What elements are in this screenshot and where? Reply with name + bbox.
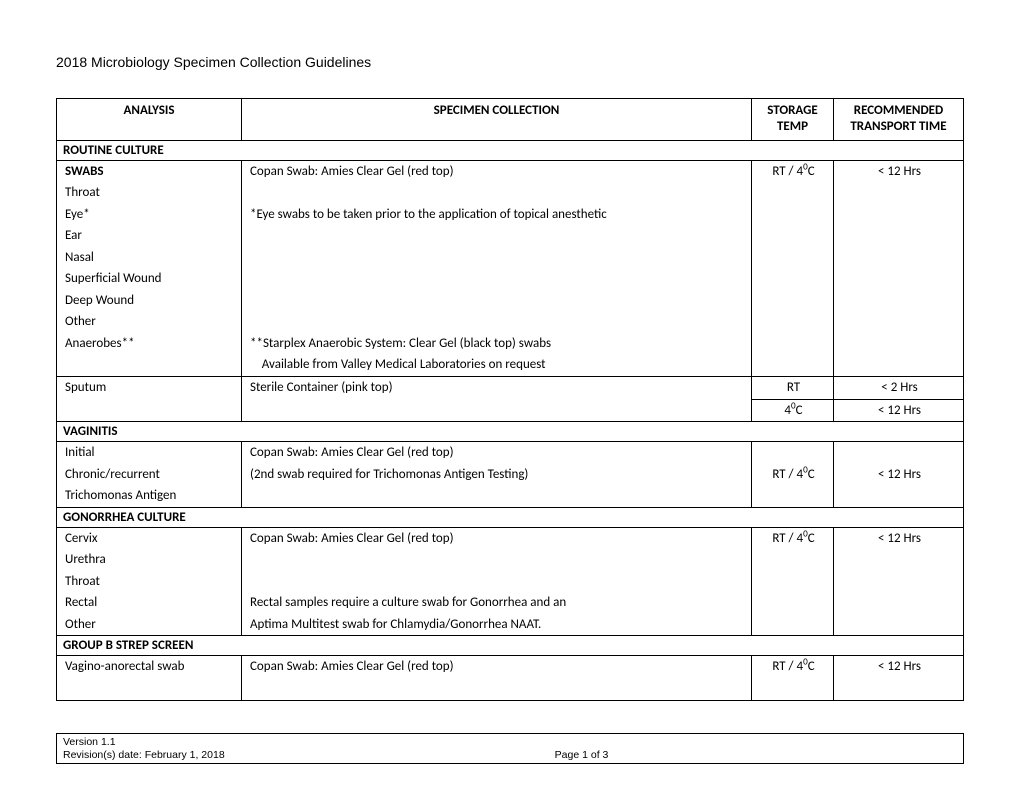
groupb-storage: RT / 40C xyxy=(752,656,833,678)
sputum-specimen: Sterile Container (pink top) xyxy=(242,377,751,399)
vaginitis-item: Initial xyxy=(57,442,241,464)
gonorrhea-time: < 12 Hrs xyxy=(834,528,963,550)
gonorrhea-item: Cervix xyxy=(57,528,241,550)
swab-item: Deep Wound xyxy=(57,290,241,312)
swab-item: Throat xyxy=(57,182,241,204)
sputum-label: Sputum xyxy=(57,377,241,399)
swab-item: Anaerobes** xyxy=(57,333,241,355)
swabs-note-eye: *Eye swabs to be taken prior to the appl… xyxy=(242,204,751,226)
vaginitis-storage: RT / 40C xyxy=(752,464,833,486)
sputum-time-4c: < 12 Hrs xyxy=(834,400,963,422)
swabs-specimen-main: Copan Swab: Amies Clear Gel (red top) xyxy=(242,161,751,183)
vaginitis-item: Trichomonas Antigen xyxy=(57,485,241,507)
footer-version: Version 1.1 xyxy=(63,736,957,748)
swabs-storage: RT / 40C xyxy=(752,161,833,183)
gonorrhea-item: Urethra xyxy=(57,549,241,571)
header-time: RECOMMENDED TRANSPORT TIME xyxy=(834,99,964,141)
sputum-storage-rt: RT xyxy=(752,377,833,399)
section-gonorrhea: GONORRHEA CULTURE xyxy=(57,507,964,527)
vaginitis-specimen-note: (2nd swab required for Trichomonas Antig… xyxy=(242,464,751,486)
footer-page-number: Page 1 of 3 xyxy=(555,749,609,761)
swab-item: Nasal xyxy=(57,247,241,269)
guidelines-table: ANALYSIS SPECIMEN COLLECTION STORAGE TEM… xyxy=(56,98,964,701)
header-analysis: ANALYSIS xyxy=(57,99,242,141)
swab-item: Other xyxy=(57,311,241,333)
sputum-storage-4c: 40C xyxy=(752,400,833,422)
document-title: 2018 Microbiology Specimen Collection Gu… xyxy=(56,54,964,70)
gonorrhea-item: Other xyxy=(57,614,241,636)
swabs-time: < 12 Hrs xyxy=(834,161,963,183)
swabs-note-availability: Available from Valley Medical Laboratori… xyxy=(242,354,751,376)
section-vaginitis: VAGINITIS xyxy=(57,422,964,442)
gonorrhea-specimen-main: Copan Swab: Amies Clear Gel (red top) xyxy=(242,528,751,550)
swabs-note-anaerobes: **Starplex Anaerobic System: Clear Gel (… xyxy=(242,333,751,355)
gonorrhea-item: Rectal xyxy=(57,592,241,614)
header-storage: STORAGE TEMP xyxy=(752,99,834,141)
gonorrhea-specimen-note2: Aptima Multitest swab for Chlamydia/Gono… xyxy=(242,614,751,636)
swab-item: Superficial Wound xyxy=(57,268,241,290)
swab-item: Ear xyxy=(57,225,241,247)
swab-item: Eye* xyxy=(57,204,241,226)
gonorrhea-storage: RT / 40C xyxy=(752,528,833,550)
groupb-specimen: Copan Swab: Amies Clear Gel (red top) xyxy=(242,656,751,678)
groupb-item: Vagino-anorectal swab xyxy=(57,656,241,678)
section-group-b-strep: GROUP B STREP SCREEN xyxy=(57,636,964,656)
vaginitis-item: Chronic/recurrent xyxy=(57,464,241,486)
vaginitis-specimen-main: Copan Swab: Amies Clear Gel (red top) xyxy=(242,442,751,464)
gonorrhea-specimen-note1: Rectal samples require a culture swab fo… xyxy=(242,592,751,614)
sputum-time-rt: < 2 Hrs xyxy=(834,377,963,399)
swabs-label: SWABS xyxy=(57,161,241,183)
groupb-time: < 12 Hrs xyxy=(834,656,963,678)
footer-revision-date: Revision(s) date: February 1, 2018 xyxy=(63,749,225,761)
gonorrhea-item: Throat xyxy=(57,571,241,593)
header-specimen: SPECIMEN COLLECTION xyxy=(242,99,752,141)
page-footer: Version 1.1 Revision(s) date: February 1… xyxy=(56,733,964,764)
section-routine-culture: ROUTINE CULTURE xyxy=(57,140,964,160)
vaginitis-time: < 12 Hrs xyxy=(834,464,963,486)
